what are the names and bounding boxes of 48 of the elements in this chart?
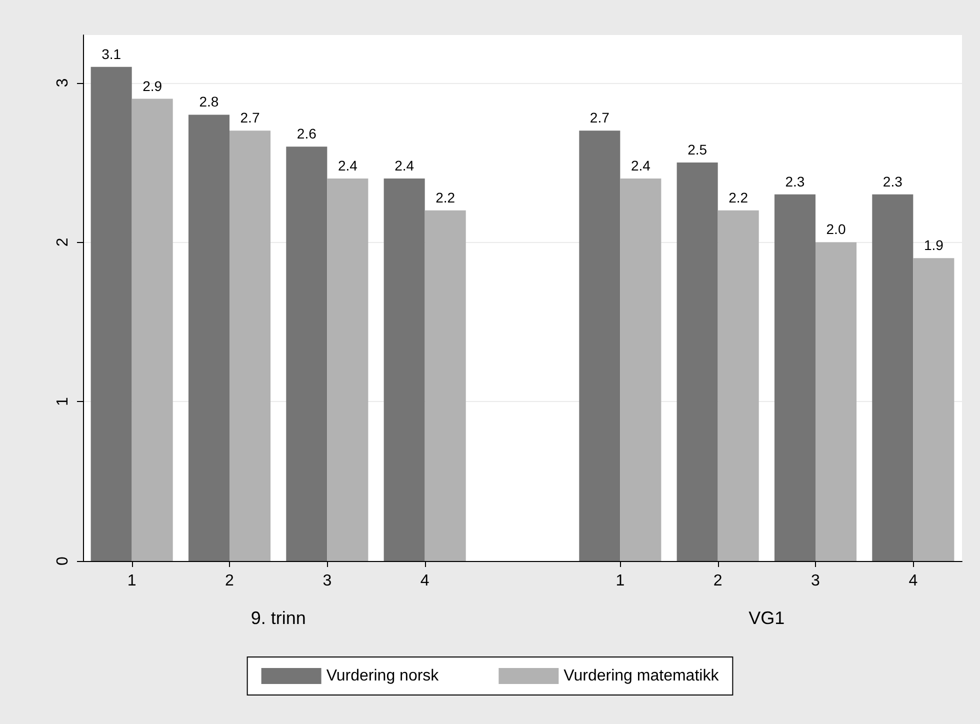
data-label: 2.3: [785, 173, 805, 190]
bar: [913, 258, 954, 561]
bar: [424, 210, 466, 561]
bar: [676, 162, 718, 561]
x-tick-label: 3: [811, 572, 820, 590]
bar: [286, 146, 328, 561]
y-tick-label: 1: [54, 397, 72, 406]
y-tick-label: 2: [54, 238, 72, 247]
data-label: 2.8: [199, 94, 219, 110]
y-tick-label: 0: [54, 556, 72, 566]
data-label: 1.9: [924, 237, 944, 254]
data-label: 2.7: [590, 110, 610, 126]
bar: [620, 178, 662, 561]
data-label: 3.1: [102, 46, 122, 62]
data-label: 2.7: [240, 110, 260, 126]
bar: [188, 114, 230, 561]
bar: [327, 178, 368, 561]
data-label: 2.6: [296, 126, 317, 142]
data-label: 2.9: [142, 78, 162, 94]
y-tick-label: 3: [54, 78, 72, 88]
x-tick-label: 2: [713, 572, 722, 590]
x-tick-label: 1: [616, 572, 625, 590]
bar: [872, 194, 914, 561]
legend-label: Vurdering matematikk: [564, 668, 720, 684]
bar: [90, 66, 132, 561]
bar: [132, 98, 173, 561]
bar: [816, 242, 857, 561]
x-tick-label: 4: [420, 572, 430, 590]
bar: [579, 130, 620, 561]
bar: [230, 130, 271, 561]
data-label: 2.0: [826, 221, 846, 238]
data-label: 2.2: [436, 189, 456, 206]
data-label: 2.4: [338, 157, 358, 174]
data-label: 2.4: [394, 157, 414, 174]
x-tick-label: 1: [127, 572, 136, 590]
data-label: 2.4: [630, 157, 651, 174]
legend-label: Vurdering norsk: [326, 668, 440, 684]
x-tick-label: 2: [225, 572, 234, 590]
x-tick-label: 3: [322, 572, 332, 590]
bar: [384, 178, 425, 561]
data-label: 2.5: [688, 142, 708, 158]
data-label: 2.3: [882, 173, 903, 190]
text: VG1: [748, 608, 785, 628]
text: 9. trinn: [250, 608, 306, 628]
data-label: 2.2: [728, 189, 748, 206]
bar: [718, 210, 759, 561]
bar: [774, 194, 816, 561]
x-tick-label: 4: [908, 572, 918, 590]
